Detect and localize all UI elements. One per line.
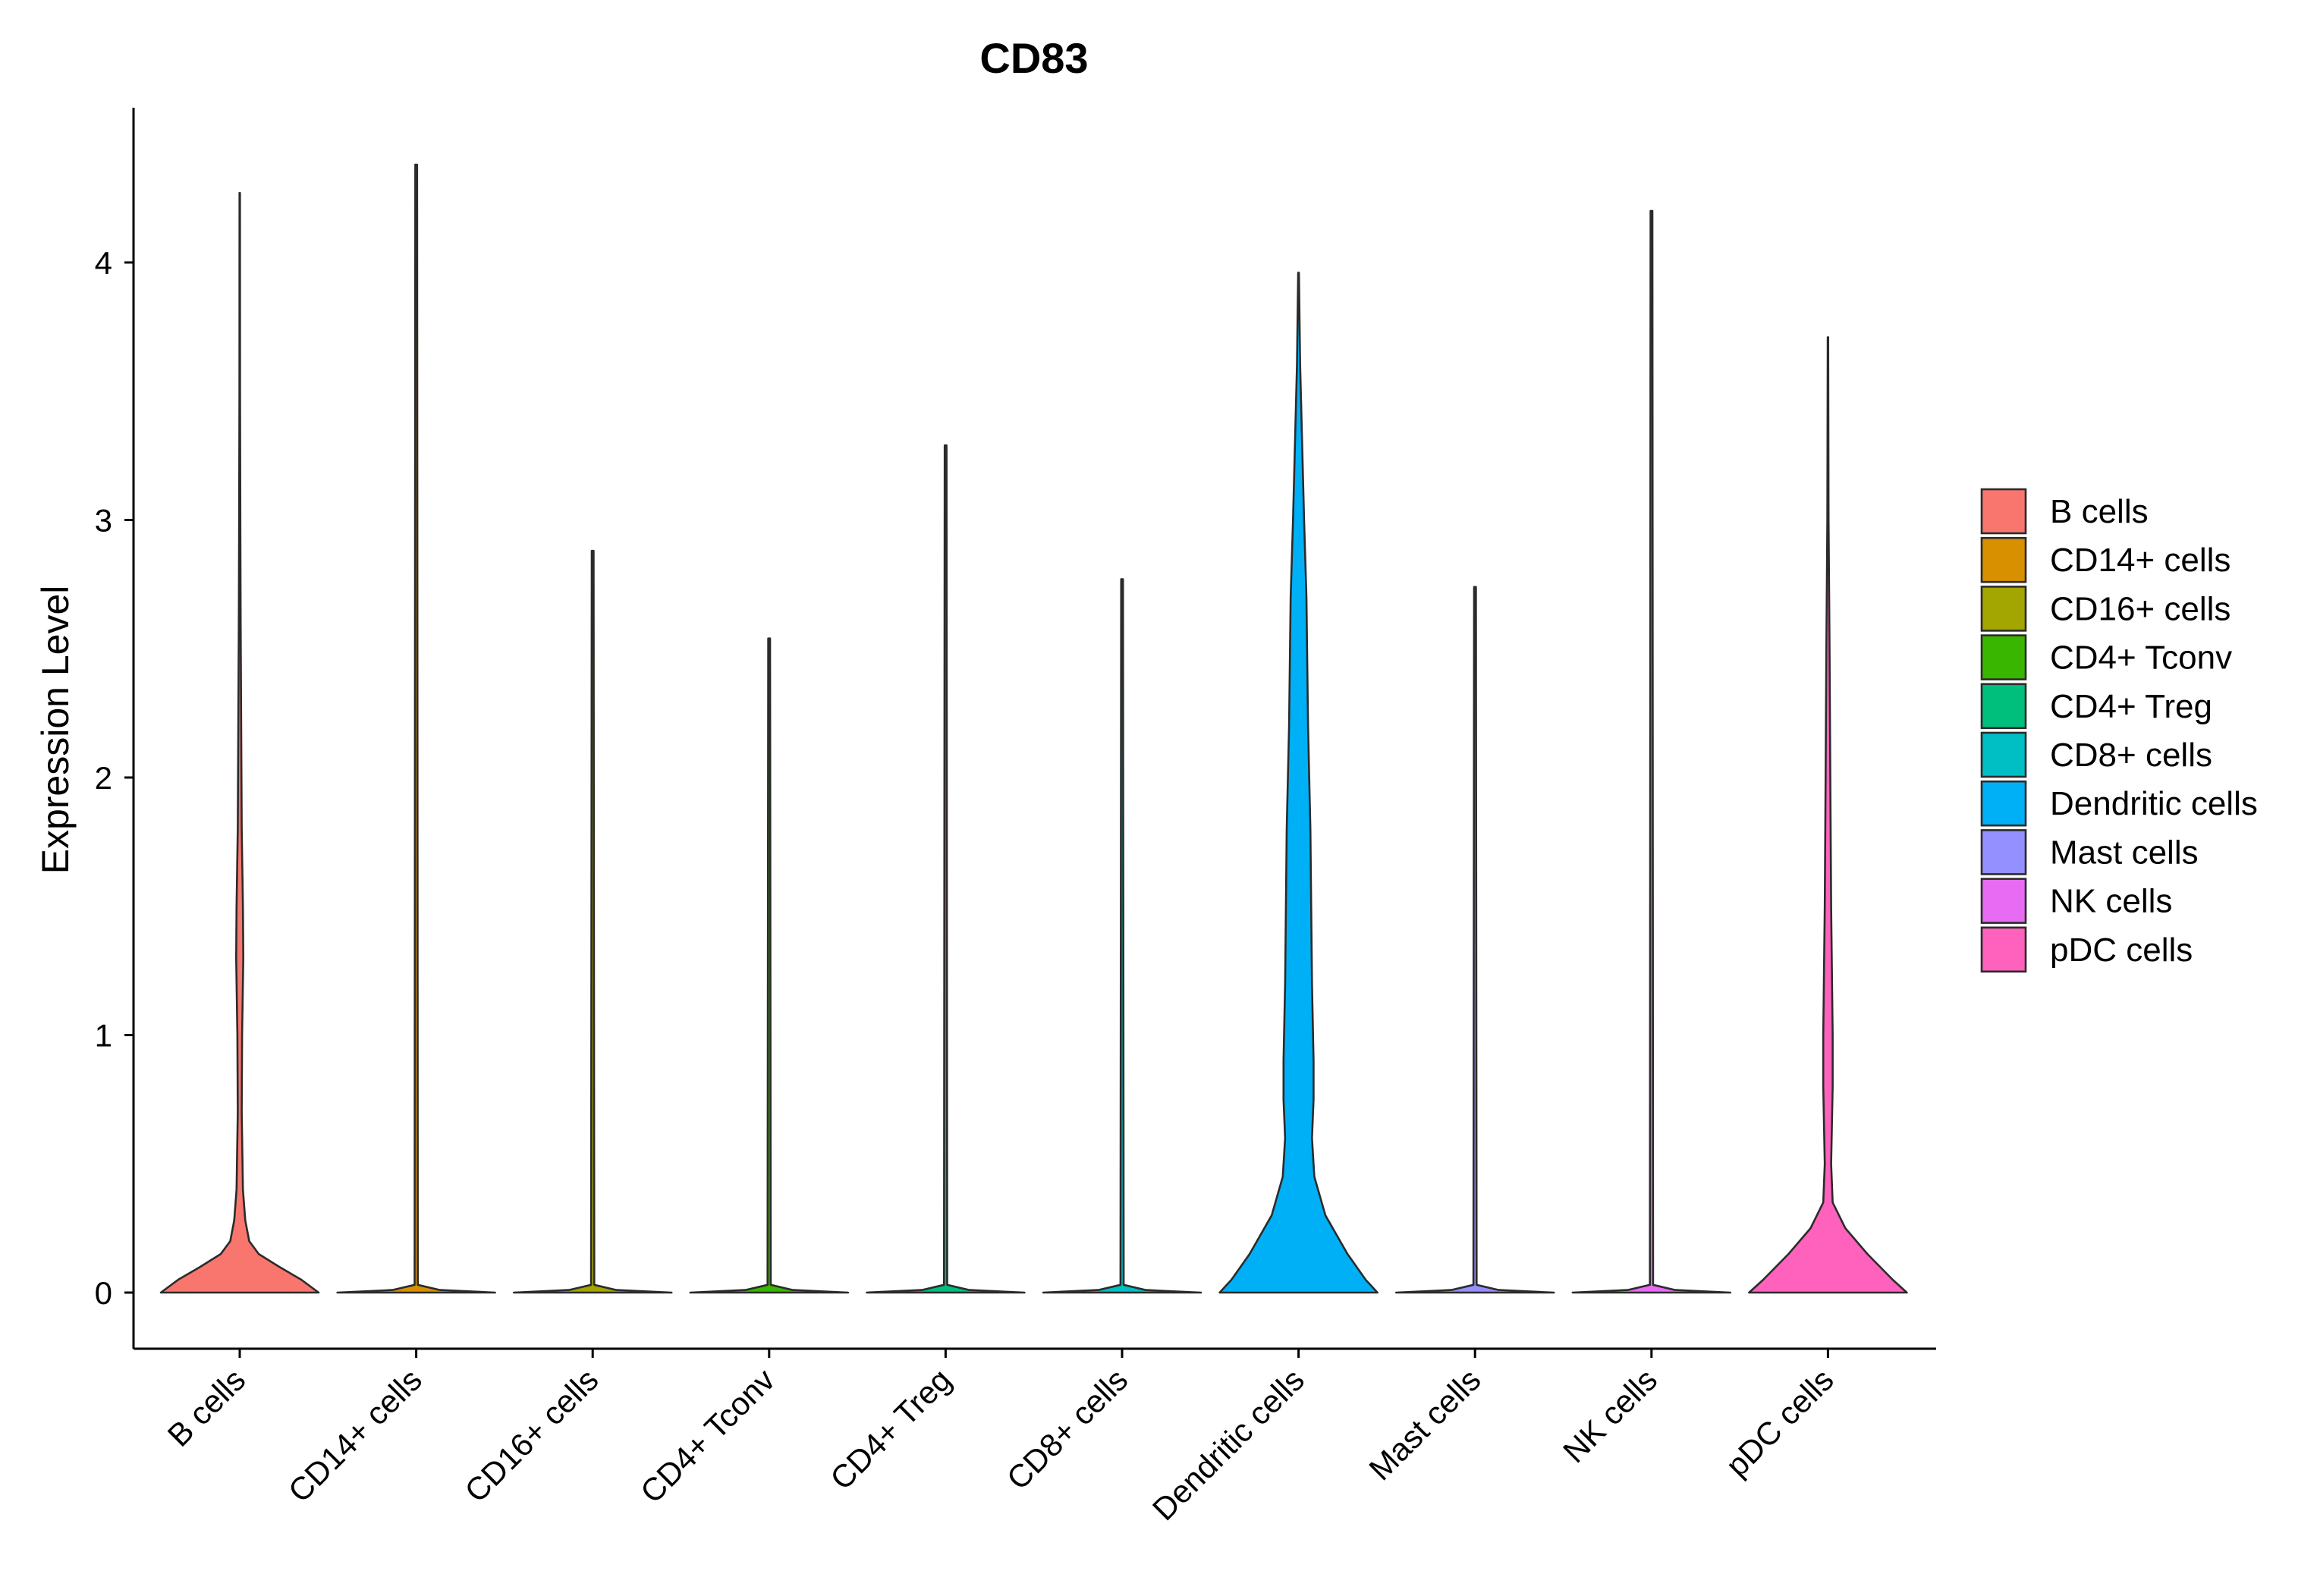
legend-swatch <box>1980 586 2027 632</box>
legend-label: CD8+ cells <box>2050 737 2212 774</box>
violin-8 <box>1571 209 1732 1294</box>
legend-label: CD4+ Treg <box>2050 688 2212 725</box>
chart-title: CD83 <box>979 34 1088 82</box>
violin-3 <box>689 637 850 1294</box>
violin-group <box>159 163 1908 1294</box>
legend-label: CD14+ cells <box>2050 542 2231 579</box>
legend-swatch <box>1980 829 2027 875</box>
legend-label: B cells <box>2050 493 2149 530</box>
violin-5 <box>1042 578 1203 1294</box>
legend-label: Mast cells <box>2050 834 2199 871</box>
violin-9 <box>1748 336 1908 1294</box>
y-tick-label: 0 <box>95 1275 112 1311</box>
violin-2 <box>512 549 673 1294</box>
y-tick-label: 1 <box>95 1018 112 1054</box>
y-tick-label: 2 <box>95 760 112 796</box>
legend-swatch <box>1980 780 2027 827</box>
legend-label: NK cells <box>2050 883 2172 920</box>
legend-label: CD4+ Tconv <box>2050 639 2232 677</box>
violin-1 <box>336 163 496 1294</box>
legend-swatch <box>1980 536 2027 583</box>
legend-swatch <box>1980 683 2027 730</box>
legend-label: Dendritic cells <box>2050 785 2258 822</box>
violin-6 <box>1218 272 1379 1294</box>
legend-swatch <box>1980 731 2027 778</box>
legend-label: pDC cells <box>2050 932 2193 969</box>
y-tick-label: 3 <box>95 503 112 539</box>
legend-swatch <box>1980 634 2027 680</box>
legend-label: CD16+ cells <box>2050 590 2231 627</box>
y-axis-label: Expression Level <box>34 586 77 875</box>
legend-swatch <box>1980 926 2027 973</box>
violin-0 <box>159 192 320 1294</box>
legend-swatch <box>1980 878 2027 924</box>
legend-swatch <box>1980 488 2027 535</box>
violin-4 <box>866 444 1026 1294</box>
legend: B cells CD14+ cells CD16+ cells CD4+ Tconv C… <box>1980 488 2258 973</box>
violin-7 <box>1394 586 1555 1294</box>
y-tick-label: 4 <box>95 245 112 281</box>
